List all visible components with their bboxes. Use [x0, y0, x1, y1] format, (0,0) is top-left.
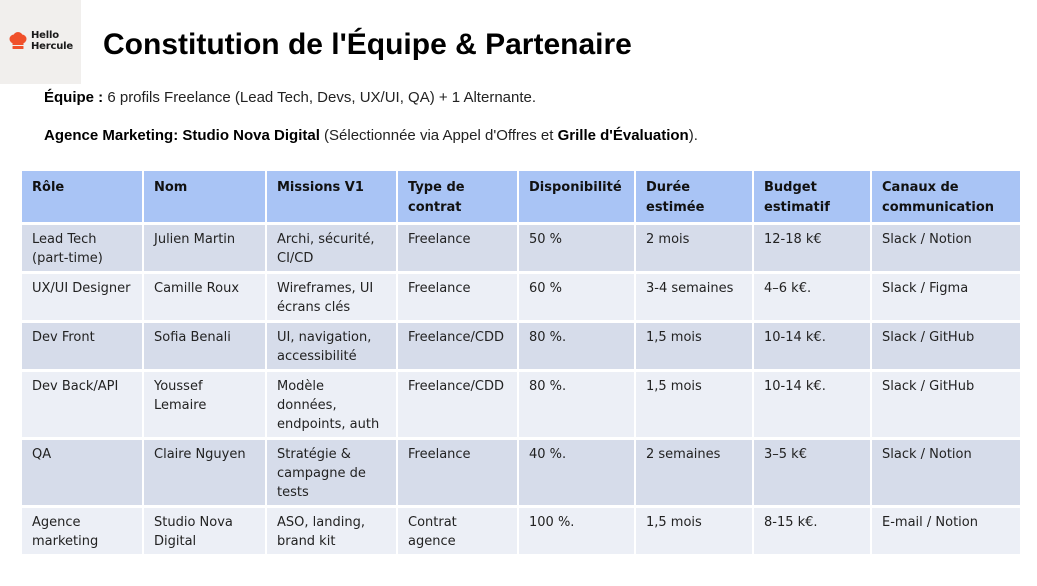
cell-duration: 3-4 semaines [636, 274, 752, 320]
cell-contract-type: Freelance [398, 225, 517, 271]
header-role: Rôle [22, 171, 142, 222]
cell-name: Claire Nguyen [144, 440, 265, 505]
cell-contract-type: Freelance [398, 274, 517, 320]
team-table: Rôle Nom Missions V1 Type de contrat Dis… [20, 168, 1022, 557]
cell-missions: Modèle données, endpoints, auth [267, 372, 396, 437]
cell-availability: 80 %. [519, 372, 634, 437]
cell-duration: 2 mois [636, 225, 752, 271]
cell-channels: Slack / GitHub [872, 323, 1020, 369]
cell-availability: 60 % [519, 274, 634, 320]
header-budget: Budget estimatif [754, 171, 870, 222]
agency-text-bold: Grille d'Évaluation [557, 127, 689, 144]
table-row: Dev Front Sofia Benali UI, navigation, a… [22, 323, 1020, 369]
cell-missions: Stratégie & campagne de tests [267, 440, 396, 505]
table-header-row: Rôle Nom Missions V1 Type de contrat Dis… [22, 171, 1020, 222]
header-missions: Missions V1 [267, 171, 396, 222]
cell-duration: 1,5 mois [636, 508, 752, 554]
table-row: Lead Tech (part-time) Julien Martin Arch… [22, 225, 1020, 271]
logo: Hello Hercule [0, 0, 81, 84]
cell-role: QA [22, 440, 142, 505]
cell-channels: Slack / Notion [872, 440, 1020, 505]
cell-availability: 50 % [519, 225, 634, 271]
agency-label: Agence Marketing: Studio Nova Digital [44, 127, 320, 144]
cell-role: Dev Front [22, 323, 142, 369]
logo-wordmark: Hello Hercule [31, 30, 73, 52]
chef-hat-icon [9, 32, 27, 49]
cell-budget: 3–5 k€ [754, 440, 870, 505]
cell-budget: 12-18 k€ [754, 225, 870, 271]
cell-name: Youssef Lemaire [144, 372, 265, 437]
cell-duration: 1,5 mois [636, 323, 752, 369]
cell-name: Camille Roux [144, 274, 265, 320]
header-availability: Disponibilité [519, 171, 634, 222]
cell-missions: Archi, sécurité, CI/CD [267, 225, 396, 271]
cell-contract-type: Freelance [398, 440, 517, 505]
cell-contract-type: Freelance/CDD [398, 372, 517, 437]
cell-role: UX/UI Designer [22, 274, 142, 320]
cell-channels: E-mail / Notion [872, 508, 1020, 554]
team-label: Équipe : [44, 89, 104, 106]
cell-missions: Wireframes, UI écrans clés [267, 274, 396, 320]
cell-budget: 10-14 k€. [754, 372, 870, 437]
header-name: Nom [144, 171, 265, 222]
cell-contract-type: Contrat agence [398, 508, 517, 554]
cell-budget: 8-15 k€. [754, 508, 870, 554]
cell-availability: 40 %. [519, 440, 634, 505]
cell-role: Agence marketing [22, 508, 142, 554]
table-row: Agence marketing Studio Nova Digital ASO… [22, 508, 1020, 554]
cell-channels: Slack / Figma [872, 274, 1020, 320]
team-summary: Équipe : 6 profils Freelance (Lead Tech,… [44, 89, 536, 106]
cell-budget: 4–6 k€. [754, 274, 870, 320]
agency-text-a: (Sélectionnée via Appel d'Offres et [319, 127, 558, 144]
table-row: Dev Back/API Youssef Lemaire Modèle donn… [22, 372, 1020, 437]
cell-role: Lead Tech (part-time) [22, 225, 142, 271]
cell-availability: 80 %. [519, 323, 634, 369]
cell-duration: 2 semaines [636, 440, 752, 505]
team-text: 6 profils Freelance (Lead Tech, Devs, UX… [103, 89, 537, 106]
agency-text-c: ). [688, 127, 698, 144]
cell-channels: Slack / GitHub [872, 372, 1020, 437]
cell-channels: Slack / Notion [872, 225, 1020, 271]
cell-name: Studio Nova Digital [144, 508, 265, 554]
table-row: QA Claire Nguyen Stratégie & campagne de… [22, 440, 1020, 505]
table-row: UX/UI Designer Camille Roux Wireframes, … [22, 274, 1020, 320]
cell-name: Julien Martin [144, 225, 265, 271]
page-title: Constitution de l'Équipe & Partenaire [103, 28, 632, 61]
cell-budget: 10-14 k€. [754, 323, 870, 369]
cell-missions: UI, navigation, accessibilité [267, 323, 396, 369]
header-duration: Durée estimée [636, 171, 752, 222]
header-contract-type: Type de contrat [398, 171, 517, 222]
cell-name: Sofia Benali [144, 323, 265, 369]
cell-availability: 100 %. [519, 508, 634, 554]
cell-missions: ASO, landing, brand kit [267, 508, 396, 554]
header-channels: Canaux de communication [872, 171, 1020, 222]
agency-summary: Agence Marketing: Studio Nova Digital (S… [44, 127, 698, 144]
cell-role: Dev Back/API [22, 372, 142, 437]
cell-duration: 1,5 mois [636, 372, 752, 437]
cell-contract-type: Freelance/CDD [398, 323, 517, 369]
